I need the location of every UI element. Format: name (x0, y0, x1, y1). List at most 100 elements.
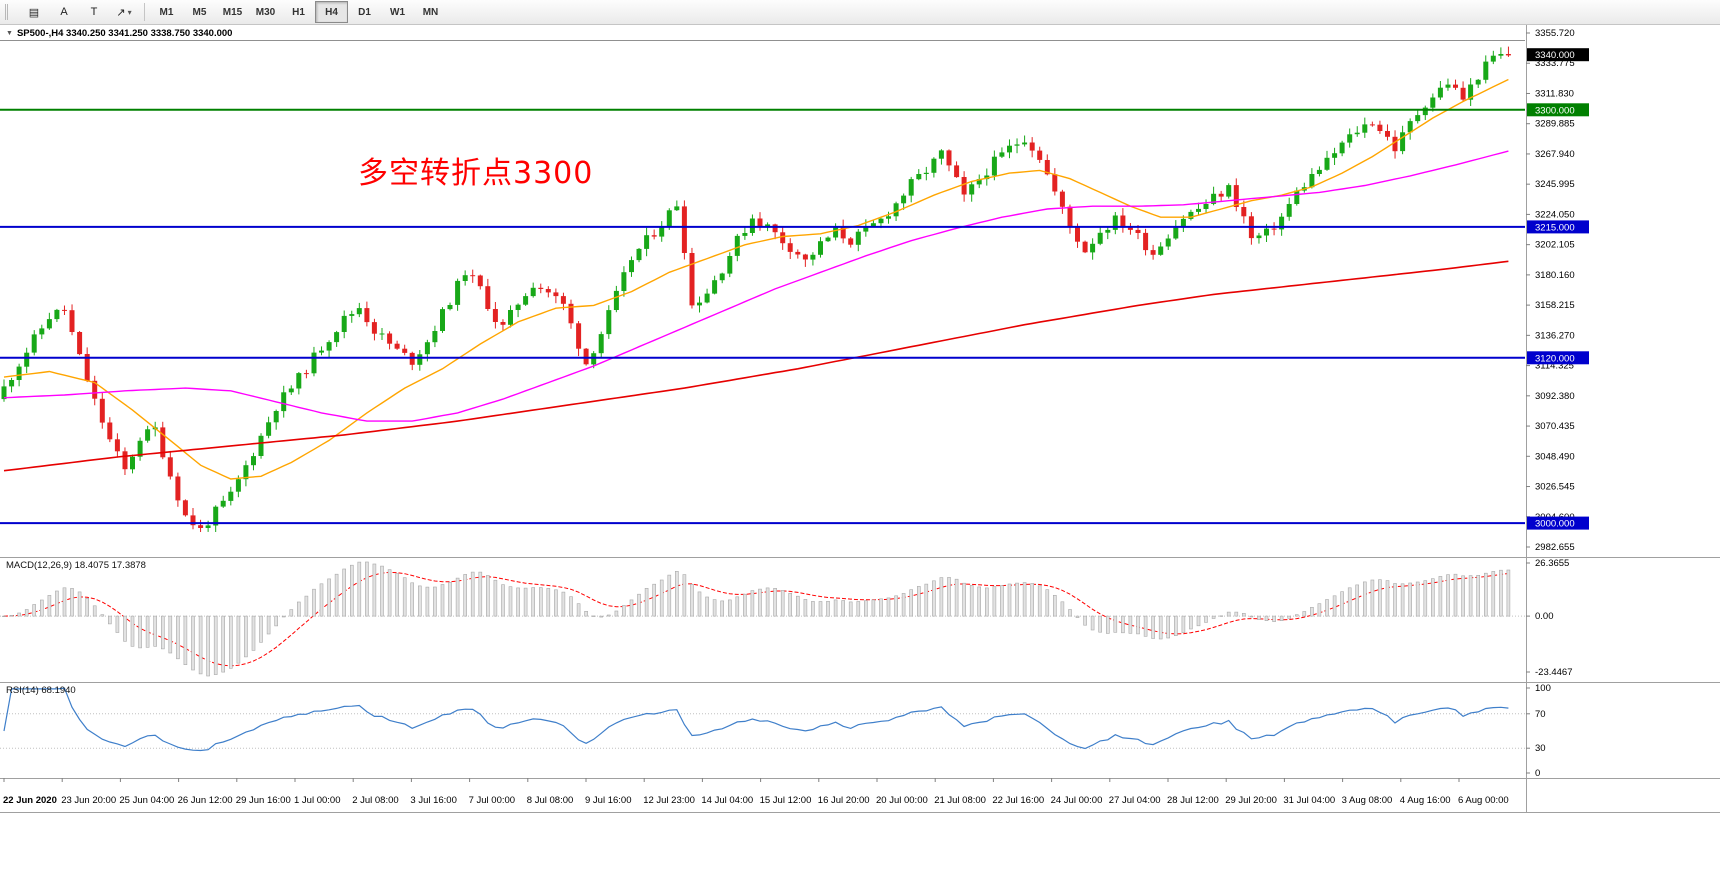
svg-text:29 Jun 16:00: 29 Jun 16:00 (236, 795, 291, 806)
timeframe-button-h4[interactable]: H4 (315, 1, 348, 23)
svg-text:28 Jul 12:00: 28 Jul 12:00 (1167, 795, 1219, 806)
rsi-panel (0, 687, 1525, 752)
timeframe-button-d1[interactable]: D1 (358, 6, 371, 18)
svg-text:3070.435: 3070.435 (1535, 421, 1575, 432)
annotation-text: 多空转折点3300 (358, 156, 594, 191)
dropdown-caret-icon: ▾ (127, 7, 132, 17)
svg-text:3 Aug 08:00: 3 Aug 08:00 (1342, 795, 1393, 806)
svg-text:3245.995: 3245.995 (1535, 179, 1575, 190)
svg-text:27 Jul 04:00: 27 Jul 04:00 (1109, 795, 1161, 806)
svg-text:3202.105: 3202.105 (1535, 240, 1575, 251)
svg-text:16 Jul 20:00: 16 Jul 20:00 (818, 795, 870, 806)
candlesticks (1, 46, 1511, 532)
svg-text:0.00: 0.00 (1535, 611, 1554, 622)
svg-text:-23.4467: -23.4467 (1535, 667, 1573, 678)
price-tag-3300.000: 3300.000 (1527, 103, 1589, 117)
svg-text:3048.490: 3048.490 (1535, 451, 1575, 462)
svg-text:25 Jun 04:00: 25 Jun 04:00 (119, 795, 174, 806)
svg-text:3267.940: 3267.940 (1535, 149, 1575, 160)
svg-text:3026.545: 3026.545 (1535, 482, 1575, 493)
price-tag-3215.000: 3215.000 (1527, 220, 1589, 234)
svg-text:15 Jul 12:00: 15 Jul 12:00 (760, 795, 812, 806)
timeframe-group: M1 M5 M15 M30 H1 H4 D1 W1 MN (150, 1, 447, 23)
svg-text:3136.270: 3136.270 (1535, 330, 1575, 341)
toolbar-separator (144, 3, 145, 21)
svg-text:23 Jun 20:00: 23 Jun 20:00 (61, 795, 116, 806)
svg-text:70: 70 (1535, 709, 1546, 720)
symbol-ohlc-text: SP500-,H4 3340.250 3341.250 3338.750 334… (16, 28, 233, 39)
svg-text:26 Jun 12:00: 26 Jun 12:00 (178, 795, 233, 806)
new-chart-icon[interactable]: ▤ (28, 6, 40, 19)
toolbar: ▤ A T ↗ ▾ M1 M5 M15 M30 H1 H4 D1 W1 MN (0, 0, 1720, 25)
timeframe-button-mn[interactable]: MN (422, 6, 439, 18)
svg-text:22 Jun 2020: 22 Jun 2020 (3, 795, 57, 806)
timeframe-button-m1[interactable]: M1 (159, 6, 174, 18)
macd-indicator-label: MACD(12,26,9) 18.4075 17.3878 (6, 560, 146, 571)
macd-histogram (2, 561, 1511, 677)
svg-text:7 Jul 00:00: 7 Jul 00:00 (469, 795, 515, 806)
svg-text:29 Jul 20:00: 29 Jul 20:00 (1225, 795, 1277, 806)
svg-text:3 Jul 16:00: 3 Jul 16:00 (410, 795, 456, 806)
svg-text:3000.000: 3000.000 (1535, 519, 1575, 530)
svg-text:3300.000: 3300.000 (1535, 105, 1575, 116)
svg-text:24 Jul 00:00: 24 Jul 00:00 (1051, 795, 1103, 806)
macd-panel (0, 571, 1525, 667)
timeframe-button-m5[interactable]: M5 (192, 6, 207, 18)
price-tag-3120.000: 3120.000 (1527, 351, 1589, 365)
svg-text:12 Jul 23:00: 12 Jul 23:00 (643, 795, 695, 806)
rsi-line (3, 687, 1509, 752)
rsi-indicator-label: RSI(14) 68.1940 (6, 685, 76, 696)
svg-text:0: 0 (1535, 768, 1540, 779)
svg-text:3355.720: 3355.720 (1535, 28, 1575, 39)
collapse-triangle-icon[interactable]: ▼ (6, 30, 13, 37)
svg-text:9 Jul 16:00: 9 Jul 16:00 (585, 795, 631, 806)
svg-text:22 Jul 16:00: 22 Jul 16:00 (992, 795, 1044, 806)
svg-text:30: 30 (1535, 743, 1546, 754)
timeframe-button-m15[interactable]: M15 (222, 6, 243, 18)
svg-text:14 Jul 04:00: 14 Jul 04:00 (701, 795, 753, 806)
timeframe-button-w1[interactable]: W1 (390, 6, 405, 18)
chart-window[interactable]: 3355.720 3333.775 3311.830 3289.885 3267.940… (0, 24, 1720, 894)
text-label-a-button[interactable]: A (60, 6, 68, 18)
svg-text:31 Jul 04:00: 31 Jul 04:00 (1283, 795, 1335, 806)
svg-text:3120.000: 3120.000 (1535, 353, 1575, 364)
svg-text:21 Jul 08:00: 21 Jul 08:00 (934, 795, 986, 806)
svg-text:3158.215: 3158.215 (1535, 300, 1575, 311)
timeframe-button-h1[interactable]: H1 (292, 6, 305, 18)
time-axis-labels: 22 Jun 2020 23 Jun 20:00 25 Jun 04:00 26 Ju… (3, 778, 1509, 806)
chart-canvas[interactable]: 3355.720 3333.775 3311.830 3289.885 3267.940… (0, 24, 1720, 894)
arrow-tools-button[interactable]: ↗ ▾ (116, 6, 132, 19)
ma-line-slow-red[interactable] (3, 260, 1509, 472)
svg-text:2982.655: 2982.655 (1535, 542, 1575, 553)
svg-text:3289.885: 3289.885 (1535, 119, 1575, 130)
svg-text:20 Jul 00:00: 20 Jul 00:00 (876, 795, 928, 806)
macd-axis-labels: 26.3655 0.00 -23.4467 (1526, 558, 1573, 678)
svg-text:3180.160: 3180.160 (1535, 270, 1575, 281)
svg-text:6 Aug 00:00: 6 Aug 00:00 (1458, 795, 1509, 806)
symbol-title: ▼ SP500-,H4 3340.250 3341.250 3338.750 3… (6, 28, 232, 39)
svg-text:3333.775: 3333.775 (1535, 58, 1575, 69)
rsi-axis-labels: 100 70 30 0 (1526, 683, 1551, 779)
ma-line-mid-magenta[interactable] (3, 150, 1509, 422)
svg-text:100: 100 (1535, 683, 1551, 694)
text-box-button[interactable]: T (90, 6, 98, 18)
svg-text:26.3655: 26.3655 (1535, 558, 1569, 569)
svg-text:3215.000: 3215.000 (1535, 222, 1575, 233)
timeframe-button-m30[interactable]: M30 (255, 6, 276, 18)
line-tools-group: ▤ A T ↗ ▾ (19, 1, 139, 23)
ma-line-fast-orange[interactable] (3, 78, 1509, 480)
svg-text:8 Jul 08:00: 8 Jul 08:00 (527, 795, 573, 806)
svg-text:3092.380: 3092.380 (1535, 391, 1575, 402)
price-tag-3340.000: 3340.000 (1527, 48, 1589, 62)
macd-signal-line (3, 571, 1509, 667)
svg-text:3340.000: 3340.000 (1535, 50, 1575, 61)
svg-text:2 Jul 08:00: 2 Jul 08:00 (352, 795, 398, 806)
svg-text:3114.325: 3114.325 (1535, 361, 1574, 372)
svg-text:3224.050: 3224.050 (1535, 209, 1575, 220)
svg-text:1 Jul 00:00: 1 Jul 00:00 (294, 795, 340, 806)
toolbar-grip[interactable] (5, 4, 13, 20)
svg-text:4 Aug 16:00: 4 Aug 16:00 (1400, 795, 1451, 806)
svg-text:3311.830: 3311.830 (1535, 88, 1574, 99)
price-tag-3000.000: 3000.000 (1527, 516, 1589, 530)
